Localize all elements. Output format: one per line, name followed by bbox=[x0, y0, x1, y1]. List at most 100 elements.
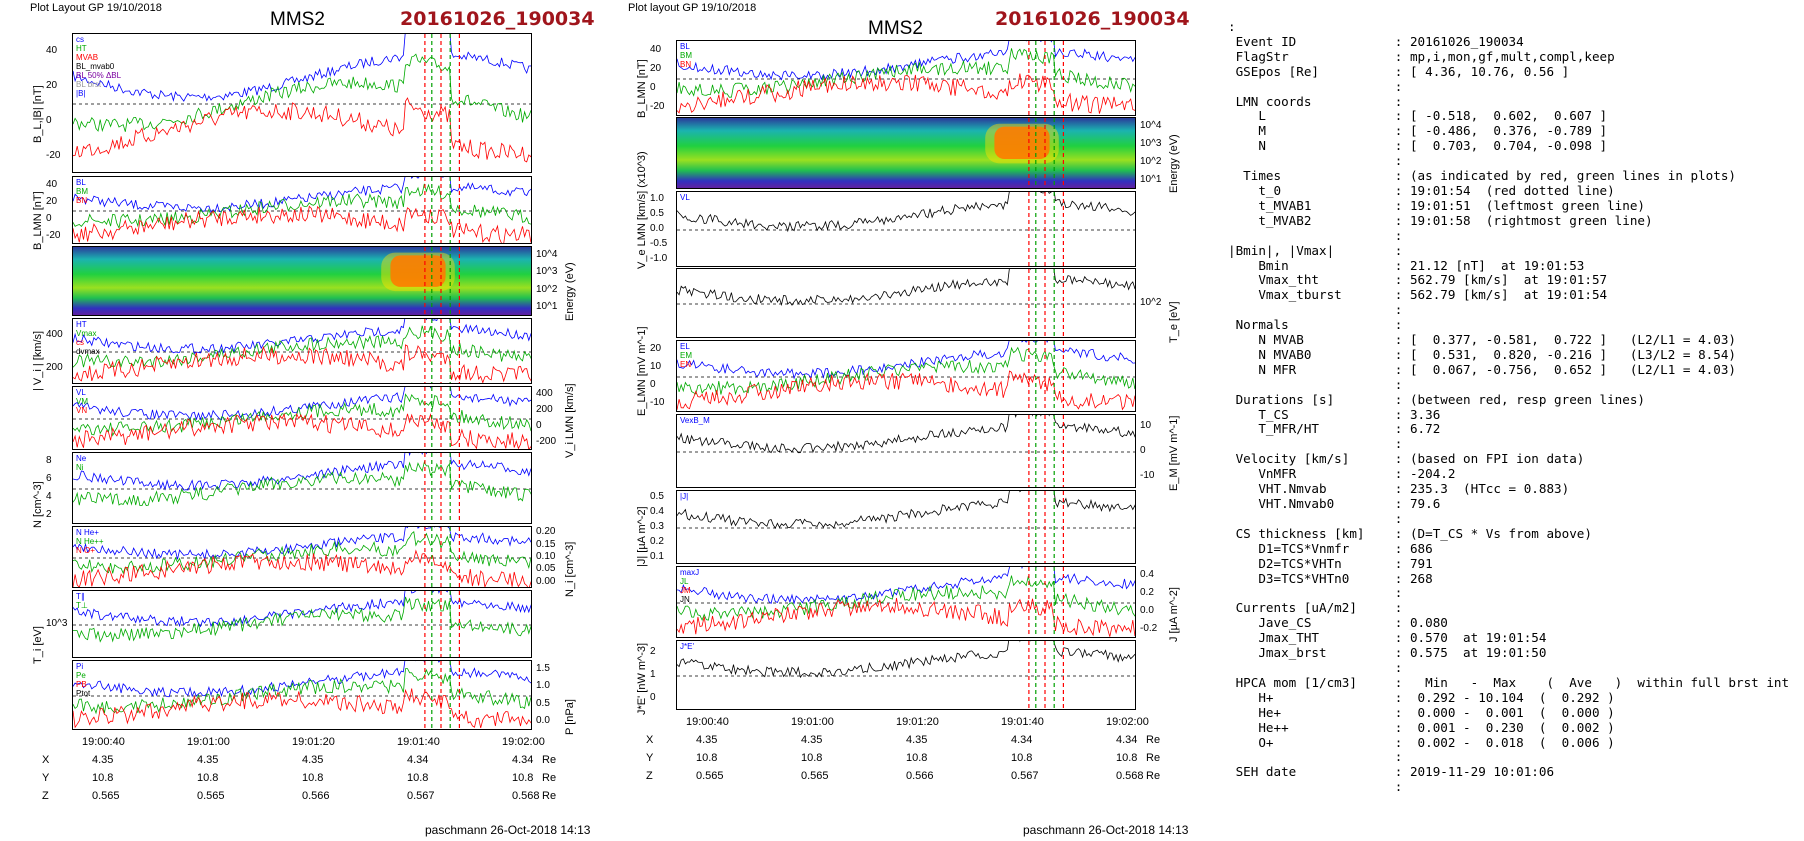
right-event-id: 20161026_190034 bbox=[995, 8, 1190, 30]
summary-line: |Bmin|, |Vmax| : bbox=[1228, 242, 1403, 258]
spectrogram-warm-region bbox=[985, 123, 1059, 164]
coord-value: 4.35 bbox=[197, 754, 219, 766]
y-tick-label: 1.0 bbox=[536, 680, 550, 692]
plot-panel bbox=[72, 318, 532, 384]
summary-line: VHT.Nmvab0 : 79.6 bbox=[1228, 496, 1441, 511]
panel-svg bbox=[677, 491, 1135, 563]
coord-value: 10.8 bbox=[906, 752, 928, 764]
y-tick-label: 0.2 bbox=[650, 535, 664, 547]
trace-2 bbox=[73, 344, 531, 383]
y-tick-label: 4 bbox=[46, 491, 52, 502]
summary-line: Jave_CS : 0.080 bbox=[1228, 615, 1448, 631]
panel-svg bbox=[73, 453, 531, 523]
y-tick-label: 40 bbox=[650, 43, 662, 55]
trace-1 bbox=[677, 575, 1135, 622]
coord-unit: Re bbox=[1146, 752, 1161, 764]
legend-entry: Ptot bbox=[76, 689, 91, 698]
y-tick-label: 0 bbox=[46, 114, 52, 126]
panel-svg bbox=[73, 661, 531, 729]
summary-line: : bbox=[1228, 659, 1403, 675]
x-tick-label: 19:00:40 bbox=[82, 736, 125, 748]
legend-entry: HT bbox=[76, 44, 87, 53]
trace-1 bbox=[73, 668, 531, 715]
legend-entry: cs bbox=[76, 35, 84, 44]
y-tick-label: -0.5 bbox=[650, 238, 668, 250]
trace-1 bbox=[73, 183, 531, 230]
legend-entry: cs bbox=[76, 338, 84, 347]
legend-entry: BN bbox=[680, 60, 692, 69]
summary-line: He++ : 0.001 - 0.230 ( 0.002 ) bbox=[1228, 719, 1615, 735]
coord-value: 0.567 bbox=[1011, 770, 1039, 782]
coord-unit: Re bbox=[542, 790, 557, 802]
summary-line: Times : (as indicated by red, green line… bbox=[1228, 168, 1736, 184]
panel-svg bbox=[73, 527, 531, 587]
summary-line: Durations [s] : (between red, resp green… bbox=[1228, 391, 1646, 407]
trace-1 bbox=[73, 460, 531, 506]
y-tick-label: 1.5 bbox=[536, 662, 550, 674]
coord-value: 4.35 bbox=[302, 754, 324, 766]
coord-value: 10.8 bbox=[512, 772, 534, 784]
y-tick-label: -20 bbox=[46, 229, 61, 241]
summary-line: Bmin : 21.12 [nT] at 19:01:53 bbox=[1228, 257, 1585, 273]
coord-axis-label: Y bbox=[42, 772, 50, 784]
legend-entry: T∥ bbox=[76, 592, 85, 601]
y-tick-label: -1.0 bbox=[650, 253, 668, 265]
trace-2 bbox=[73, 412, 531, 449]
legend-entry: BL bbox=[680, 42, 690, 51]
summary-line: : bbox=[1228, 302, 1403, 318]
summary-line: : bbox=[1228, 153, 1403, 169]
coord-value: 0.568 bbox=[512, 790, 540, 802]
y-tick-label: -10 bbox=[1140, 469, 1155, 481]
trace-0 bbox=[73, 387, 531, 421]
y-tick-label: -10 bbox=[650, 397, 665, 408]
summary-line: M : [ -0.486, 0.376, -0.789 ] bbox=[1228, 123, 1608, 139]
y-tick-label: 0.5 bbox=[650, 207, 664, 219]
coord-axis-label: Y bbox=[646, 752, 654, 764]
trace-1 bbox=[73, 393, 531, 437]
x-tick-label: 19:01:00 bbox=[187, 736, 230, 748]
plot-panel bbox=[676, 340, 1136, 412]
coord-value: 4.35 bbox=[92, 754, 114, 766]
plot-panel bbox=[676, 414, 1136, 488]
panel-svg bbox=[677, 341, 1135, 411]
coord-axis-label: X bbox=[646, 734, 654, 746]
y-tick-label: 0.05 bbox=[536, 563, 556, 575]
x-tick-label: 19:01:00 bbox=[791, 716, 834, 728]
coord-value: 4.34 bbox=[1116, 734, 1138, 746]
y-axis-label: Energy (eV) bbox=[564, 262, 576, 321]
summary-line: N : [ 0.703, 0.704, -0.098 ] bbox=[1228, 138, 1608, 154]
summary-line: D3=TCS*VHTn0 : 268 bbox=[1228, 570, 1433, 586]
panel-svg bbox=[73, 387, 531, 449]
summary-line: Normals : bbox=[1228, 317, 1403, 333]
trace-0 bbox=[73, 453, 531, 492]
summary-line: D2=TCS*VHTn : 791 bbox=[1228, 555, 1433, 571]
summary-line: Jmax_THT : 0.570 at 19:01:54 bbox=[1228, 630, 1547, 646]
summary-line: : bbox=[1228, 510, 1403, 526]
plot-panel bbox=[72, 526, 532, 588]
coord-value: 10.8 bbox=[1116, 752, 1138, 764]
y-axis-label: B_L,|B| [nT] bbox=[32, 85, 44, 143]
trace-2 bbox=[73, 549, 531, 587]
y-tick-label: 10 bbox=[650, 361, 662, 372]
coord-value: 10.8 bbox=[302, 772, 324, 784]
plot-panel bbox=[72, 452, 532, 524]
y-axis-label: E_M [mV m^-1] bbox=[1168, 415, 1180, 491]
trace-1 bbox=[73, 53, 531, 133]
summary-line: : bbox=[1228, 585, 1403, 601]
trace-1 bbox=[73, 596, 531, 643]
y-tick-label: 200 bbox=[46, 361, 63, 373]
y-tick-label: -0.2 bbox=[1140, 623, 1158, 634]
y-tick-label: 10^2 bbox=[1140, 156, 1162, 167]
legend-entry: N O+ bbox=[76, 546, 95, 555]
legend-entry: VL bbox=[76, 388, 86, 397]
coord-value: 0.567 bbox=[407, 790, 435, 802]
y-axis-label: J [µA m^-2] bbox=[1168, 587, 1180, 642]
plot-panel bbox=[72, 660, 532, 730]
trace-2 bbox=[73, 205, 531, 243]
y-tick-label: 8 bbox=[46, 455, 52, 466]
y-tick-label: -20 bbox=[650, 100, 665, 112]
summary-line: Event ID : 20161026_190034 bbox=[1228, 33, 1524, 49]
summary-line: Jmax_brst : 0.575 at 19:01:50 bbox=[1228, 645, 1547, 661]
y-axis-label: B_LMN [nT] bbox=[636, 59, 648, 118]
legend-entry: N He++ bbox=[76, 537, 104, 546]
